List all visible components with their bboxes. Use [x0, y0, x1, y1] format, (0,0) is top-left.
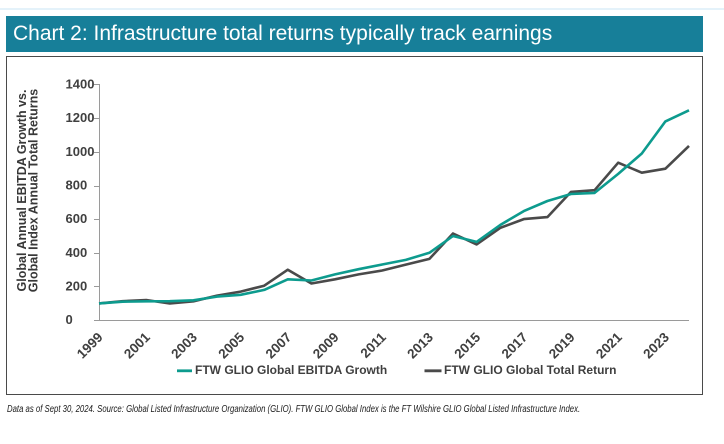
svg-text:2007: 2007	[263, 330, 295, 362]
svg-text:2001: 2001	[121, 329, 153, 361]
svg-text:600: 600	[66, 211, 88, 226]
svg-text:0: 0	[66, 312, 73, 327]
svg-text:1200: 1200	[66, 110, 95, 125]
svg-text:2019: 2019	[546, 330, 578, 362]
svg-text:400: 400	[66, 245, 88, 260]
svg-text:2003: 2003	[168, 329, 200, 361]
svg-text:2009: 2009	[310, 330, 342, 362]
svg-text:1999: 1999	[74, 330, 106, 362]
svg-text:Global Annual EBITDA Growth vs: Global Annual EBITDA Growth vs.	[15, 90, 29, 292]
svg-text:200: 200	[66, 279, 88, 294]
svg-text:2023: 2023	[640, 329, 672, 361]
svg-text:2021: 2021	[593, 329, 625, 361]
svg-text:FTW GLIO Global Total Return: FTW GLIO Global Total Return	[444, 363, 616, 377]
svg-text:FTW GLIO Global EBITDA Growth: FTW GLIO Global EBITDA Growth	[195, 363, 387, 377]
svg-text:2011: 2011	[358, 329, 390, 361]
svg-text:2013: 2013	[404, 329, 436, 361]
svg-text:2017: 2017	[499, 330, 531, 362]
svg-text:1400: 1400	[66, 76, 95, 91]
svg-text:Global Index Annual Total Retu: Global Index Annual Total Returns	[27, 89, 41, 293]
svg-text:800: 800	[66, 178, 88, 193]
svg-text:2005: 2005	[215, 329, 247, 361]
svg-text:2015: 2015	[451, 329, 483, 361]
svg-text:1000: 1000	[66, 144, 95, 159]
